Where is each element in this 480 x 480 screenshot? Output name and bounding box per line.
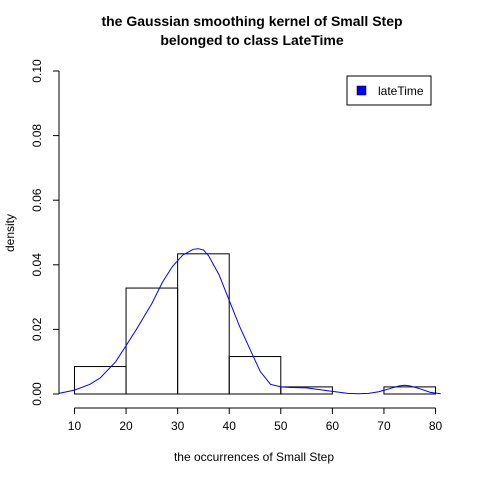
- x-tick-label-30: 30: [171, 419, 185, 433]
- y-tick-label-1: 0.02: [30, 317, 44, 341]
- histogram-bar-10-20: [73, 366, 127, 395]
- x-tick-label-70: 70: [377, 419, 391, 433]
- x-axis-label: the occurrences of Small Step: [174, 450, 334, 464]
- x-tick-label-60: 60: [326, 419, 340, 433]
- x-tick-label-10: 10: [68, 419, 82, 433]
- y-tick-label-2: 0.04: [30, 253, 44, 277]
- x-tick-label-50: 50: [274, 419, 288, 433]
- y-tick-label-3: 0.06: [30, 188, 44, 212]
- chart-title-line-2: belonged to class LateTime: [160, 32, 344, 48]
- histogram-bar-50-60: [280, 386, 333, 395]
- x-tick-label-20: 20: [119, 419, 133, 433]
- x-axis: 10 20 30 40 50 60 70 80: [68, 407, 443, 433]
- histogram-bar-40-50: [228, 356, 282, 395]
- y-axis: 0.00 0.02 0.04 0.06 0.08 0.10: [30, 59, 60, 406]
- legend-swatch-latetime: [356, 85, 367, 96]
- histogram-bar-30-40: [177, 253, 230, 395]
- y-tick-label-4: 0.08: [30, 124, 44, 148]
- chart-title-line-1: the Gaussian smoothing kernel of Small S…: [101, 13, 402, 29]
- x-tick-label-40: 40: [223, 419, 237, 433]
- kde-curve: [58, 248, 441, 395]
- x-tick-label-80: 80: [429, 419, 443, 433]
- histogram-bars: [73, 253, 437, 395]
- y-axis-label: density: [3, 214, 17, 252]
- legend-label-latetime: lateTime: [378, 84, 424, 98]
- y-tick-label-0: 0.00: [30, 382, 44, 406]
- legend: lateTime: [346, 75, 432, 106]
- y-tick-label-5: 0.10: [30, 59, 44, 83]
